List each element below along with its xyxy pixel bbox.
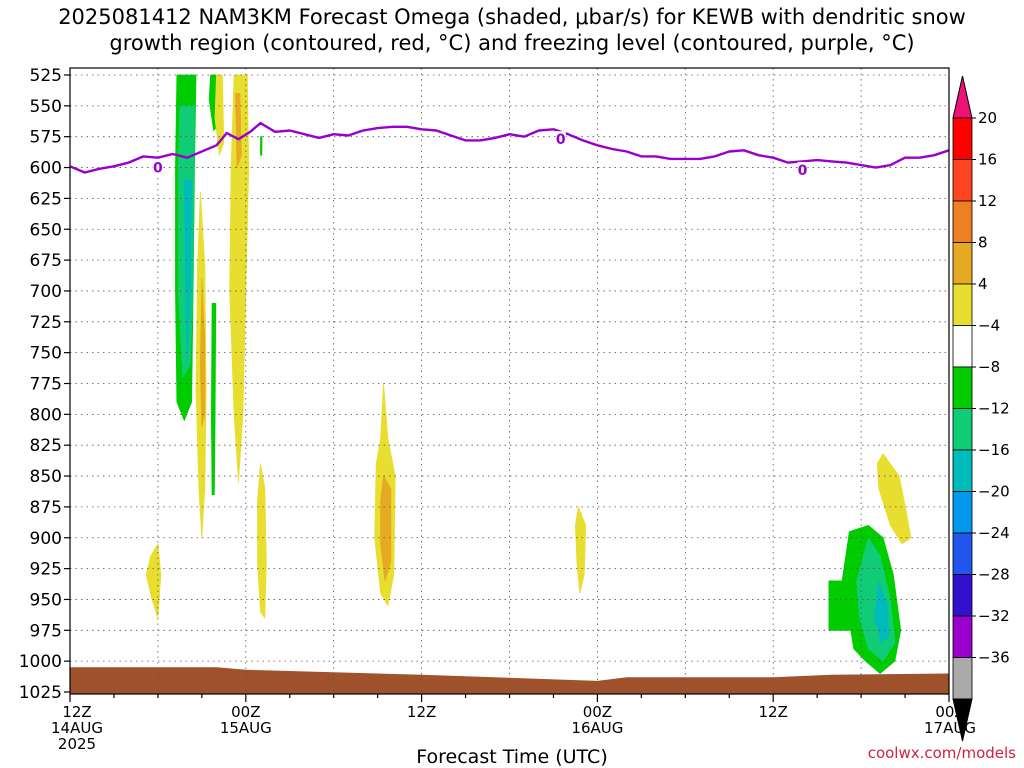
x-tick-label-36-1: 16AUG xyxy=(571,719,623,737)
x-axis-title: Forecast Time (UTC) xyxy=(416,746,608,768)
freezing-level-label-2: 0 xyxy=(798,163,808,179)
omega-region-5 xyxy=(260,136,263,156)
y-axis: 525 550 575 600 625 650 675 700 725 750 775 800 825 8… xyxy=(19,66,70,703)
chart-title-line2: growth region (contoured, red, °C) and f… xyxy=(109,31,915,55)
y-tick-label-750: 750 xyxy=(30,344,62,364)
y-tick-label-900: 900 xyxy=(30,529,62,549)
y-tick-label-975: 975 xyxy=(30,621,62,641)
omega-region-16 xyxy=(876,453,912,545)
omega-region-15 xyxy=(575,506,587,594)
omega-region-12 xyxy=(145,543,162,619)
omega-region-10 xyxy=(235,93,242,169)
colorbar-swatch-0 xyxy=(952,117,973,160)
y-tick-label-625: 625 xyxy=(30,189,62,209)
colorbar-swatch-10 xyxy=(952,532,973,575)
colorbar-label-10: −24 xyxy=(978,524,1010,542)
y-tick-label-725: 725 xyxy=(30,313,62,333)
y-tick-label-950: 950 xyxy=(30,590,62,610)
freezing-level-label-0: 0 xyxy=(153,161,163,177)
colorbar-label-7: −12 xyxy=(978,400,1010,418)
x-tick-label-0-2: 2025 xyxy=(58,735,96,753)
colorbar-swatch-3 xyxy=(952,242,973,285)
colorbar-bottom-arrow xyxy=(952,698,973,742)
y-tick-label-1000: 1000 xyxy=(19,652,62,672)
colorbar-swatch-12 xyxy=(952,615,973,658)
terrain-surface xyxy=(70,667,949,694)
x-tick-label-0-1: 14AUG xyxy=(51,719,103,737)
colorbar-top-arrow xyxy=(952,75,973,119)
colorbar-label-0: 20 xyxy=(978,109,997,127)
colorbar-swatch-5 xyxy=(952,325,973,368)
freezing-label-bg-2 xyxy=(797,162,808,178)
freezing-level-label-1: 0 xyxy=(556,132,566,148)
colorbar-swatch-8 xyxy=(952,449,973,492)
y-tick-label-875: 875 xyxy=(30,498,62,518)
y-tick-label-550: 550 xyxy=(30,97,62,117)
omega-region-14 xyxy=(380,475,392,582)
colorbar-swatch-4 xyxy=(952,283,973,326)
x-tick-label-12-0: 00Z xyxy=(231,703,260,721)
colorbar-label-12: −32 xyxy=(978,607,1010,625)
chart-title-line1: 2025081412 NAM3KM Forecast Omega (shaded… xyxy=(58,5,966,29)
colorbar-swatch-2 xyxy=(952,200,973,243)
colorbar-label-3: 8 xyxy=(978,234,988,252)
colorbar-swatch-7 xyxy=(952,408,973,451)
colorbar: 20 16 12 8 4 −4 −8 −12 −16 −20 −24 −28 −32 −36 xyxy=(952,75,1010,742)
y-tick-label-600: 600 xyxy=(30,159,62,179)
y-tick-label-850: 850 xyxy=(30,467,62,487)
y-tick-label-700: 700 xyxy=(30,282,62,302)
terrain-band xyxy=(70,667,949,694)
colorbar-label-13: −36 xyxy=(978,649,1010,667)
y-tick-label-825: 825 xyxy=(30,436,62,456)
colorbar-swatch-13 xyxy=(952,657,973,700)
colorbar-label-2: 12 xyxy=(978,192,997,210)
colorbar-label-5: −4 xyxy=(978,317,1000,335)
x-tick-label-60-1: 17AUG xyxy=(924,719,976,737)
y-tick-label-1025: 1025 xyxy=(19,683,62,703)
x-tick-label-36-0: 00Z xyxy=(583,703,612,721)
freezing-label-bg-1 xyxy=(555,131,566,147)
y-tick-label-775: 775 xyxy=(30,375,62,395)
y-tick-label-525: 525 xyxy=(30,66,62,86)
colorbar-label-11: −28 xyxy=(978,566,1010,584)
freezing-level-contour: 0 0 0 xyxy=(70,121,949,179)
colorbar-swatch-6 xyxy=(952,366,973,409)
site-credit: coolwx.com/models xyxy=(867,744,1016,762)
omega-shaded-regions xyxy=(145,74,912,674)
y-tick-label-675: 675 xyxy=(30,251,62,271)
colorbar-label-9: −20 xyxy=(978,483,1010,501)
colorbar-label-6: −8 xyxy=(978,358,1000,376)
colorbar-label-4: 4 xyxy=(978,275,988,293)
colorbar-label-8: −16 xyxy=(978,441,1010,459)
colorbar-swatch-9 xyxy=(952,491,973,534)
freezing-label-bg-0 xyxy=(152,159,163,175)
x-tick-label-24-0: 12Z xyxy=(407,703,436,721)
y-tick-label-925: 925 xyxy=(30,560,62,580)
y-tick-label-575: 575 xyxy=(30,128,62,148)
omega-region-19 xyxy=(873,580,890,643)
y-tick-label-800: 800 xyxy=(30,405,62,425)
y-tick-label-650: 650 xyxy=(30,220,62,240)
colorbar-swatch-1 xyxy=(952,159,973,202)
omega-region-4 xyxy=(210,302,217,496)
freezing-level-line xyxy=(70,121,949,174)
omega-region-11 xyxy=(257,463,267,619)
x-tick-label-0-0: 12Z xyxy=(62,703,91,721)
x-tick-label-12-1: 15AUG xyxy=(220,719,272,737)
omega-region-2 xyxy=(183,179,193,366)
omega-region-9 xyxy=(214,74,225,156)
colorbar-label-1: 16 xyxy=(978,151,997,169)
x-tick-label-48-0: 12Z xyxy=(759,703,788,721)
colorbar-swatch-11 xyxy=(952,574,973,617)
